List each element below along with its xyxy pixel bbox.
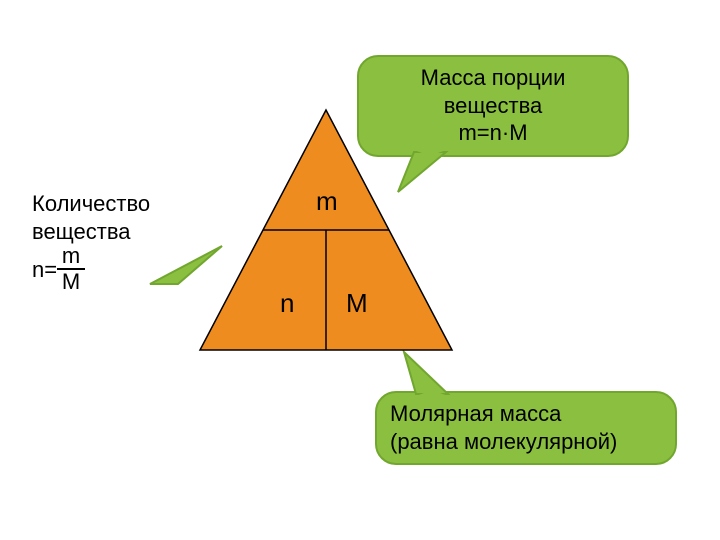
callout-amount-formula: n= m M xyxy=(32,247,202,295)
callout-amount: Количество вещества n= m M xyxy=(32,190,202,295)
callout-amount-line2: вещества xyxy=(32,218,202,246)
callout-mass-line1: Масса порции xyxy=(372,64,614,92)
fraction-numerator: m xyxy=(57,245,85,267)
diagram-stage: m n M Масса порции вещества m=n·M Молярн… xyxy=(0,0,720,540)
callout-mass-formula: m=n·M xyxy=(372,119,614,147)
callout-mass: Масса порции вещества m=n·M xyxy=(358,56,628,155)
formula-prefix: n= xyxy=(32,256,57,284)
callout-molar-line2: (равна молекулярной) xyxy=(390,428,662,456)
formula-fraction: m M xyxy=(57,245,85,293)
callout-mass-line2: вещества xyxy=(372,92,614,120)
triangle-label-M: M xyxy=(346,288,368,319)
triangle-label-n: n xyxy=(280,288,294,319)
triangle-label-top: m xyxy=(316,186,338,217)
callout-amount-line1: Количество xyxy=(32,190,202,218)
fraction-denominator: M xyxy=(57,271,85,293)
callout-molar-line1: Молярная масса xyxy=(390,400,662,428)
callout-molar: Молярная масса (равна молекулярной) xyxy=(376,392,676,463)
